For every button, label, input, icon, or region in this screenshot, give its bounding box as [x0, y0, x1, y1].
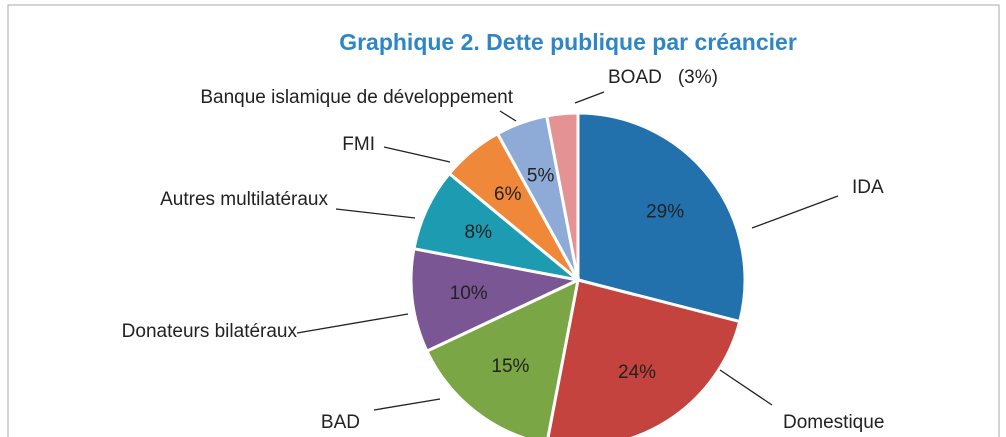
leader-line — [296, 313, 409, 334]
leader-line — [574, 91, 605, 104]
pie-slice — [424, 277, 581, 437]
leader-line — [335, 208, 416, 219]
value-label: 29% — [646, 201, 684, 222]
leader-line — [751, 195, 839, 229]
value-label: 10% — [450, 283, 488, 304]
pie-slice — [409, 246, 583, 354]
leader-line — [383, 146, 451, 163]
value-label: 6% — [494, 184, 522, 205]
category-label: FMI — [342, 134, 375, 155]
pie-slice — [576, 111, 747, 324]
category-label: BAD — [321, 412, 360, 433]
value-label: 24% — [618, 362, 656, 383]
category-label: Banque islamique de développement — [200, 87, 513, 108]
value-label: 5% — [527, 165, 555, 186]
leader-line — [719, 369, 773, 406]
value-label: 15% — [491, 356, 529, 377]
leader-line — [499, 110, 517, 122]
category-label: Donateurs bilatéraux — [122, 321, 298, 342]
pie-slice — [546, 278, 742, 437]
value-label: 8% — [465, 222, 493, 243]
category-label: Autres multilatéraux — [160, 189, 328, 210]
category-label: Domestique — [783, 412, 884, 433]
category-label: IDA — [852, 177, 884, 198]
leader-line — [373, 398, 441, 411]
chart-title: Graphique 2. Dette publique par créancie… — [339, 29, 797, 55]
category-label: BOAD — [608, 67, 662, 88]
pie-slice — [544, 111, 580, 281]
value-label: (3%) — [678, 67, 718, 88]
